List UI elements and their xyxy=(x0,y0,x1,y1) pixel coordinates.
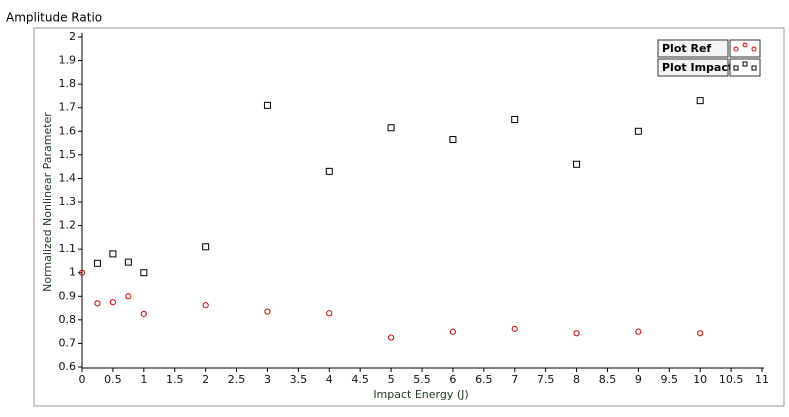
square-marker xyxy=(449,136,457,144)
square-marker xyxy=(325,167,333,175)
x-tick-label: 0 xyxy=(79,373,86,386)
y-tick-label: 0.7 xyxy=(59,336,77,349)
x-tick-label: 9.5 xyxy=(661,373,679,386)
circle-marker xyxy=(573,330,580,337)
x-tick-label: 3.5 xyxy=(290,373,308,386)
x-tick-label: 6.5 xyxy=(475,373,493,386)
legend-marker xyxy=(751,46,757,52)
circle-marker xyxy=(264,308,271,315)
legend-marker xyxy=(751,65,757,71)
circle-marker xyxy=(125,293,132,300)
square-marker xyxy=(140,269,148,277)
circle-marker xyxy=(94,300,101,307)
y-tick-label: 1.3 xyxy=(59,195,77,208)
x-tick-label: 10.5 xyxy=(719,373,744,386)
x-tick-label: 7 xyxy=(511,373,518,386)
square-marker xyxy=(696,97,704,105)
y-tick-label: 1.9 xyxy=(59,54,77,67)
square-marker xyxy=(263,101,271,109)
y-tick-label: 0.8 xyxy=(59,313,77,326)
square-marker xyxy=(93,259,101,267)
circle-marker xyxy=(697,330,704,337)
y-axis-label: Normalized Nonlinear Parameter xyxy=(41,112,54,292)
x-tick-label: 8 xyxy=(573,373,580,386)
y-tick-label: 1.5 xyxy=(59,148,77,161)
x-tick-label: 0.5 xyxy=(104,373,122,386)
x-tick-label: 1 xyxy=(140,373,147,386)
x-tick-label: 3 xyxy=(264,373,271,386)
legend-swatch-box xyxy=(729,58,761,77)
circle-marker xyxy=(635,328,642,335)
y-tick-label: 1.4 xyxy=(59,171,77,184)
x-tick-label: 9 xyxy=(635,373,642,386)
square-marker xyxy=(511,116,519,123)
square-marker xyxy=(573,160,581,168)
legend-marker xyxy=(733,46,739,52)
legend-marker xyxy=(733,65,739,71)
legend-marker xyxy=(742,42,748,48)
circle-marker xyxy=(326,310,333,317)
square-marker xyxy=(109,250,117,258)
circle-marker xyxy=(387,334,395,341)
chart-title: Amplitude Ratio xyxy=(6,11,102,25)
circle-marker xyxy=(78,269,86,276)
x-tick-label: 11 xyxy=(755,373,769,386)
y-tick-label: 1.8 xyxy=(59,77,77,90)
legend-marker xyxy=(742,61,748,67)
legend-label: Plot Ref xyxy=(662,42,711,55)
x-tick-label: 8.5 xyxy=(599,373,617,386)
x-tick-label: 5.5 xyxy=(413,373,431,386)
y-tick-label: 2 xyxy=(69,30,76,43)
y-tick-label: 0.9 xyxy=(59,289,77,302)
legend-swatch-box xyxy=(729,39,761,58)
x-tick-label: 4 xyxy=(326,373,333,386)
y-tick-label: 1.7 xyxy=(59,101,77,114)
x-tick-label: 6 xyxy=(449,373,456,386)
square-marker xyxy=(124,258,132,266)
y-tick-label: 0.6 xyxy=(59,360,77,373)
legend-box xyxy=(657,58,729,77)
circle-marker xyxy=(140,310,147,318)
circle-marker xyxy=(511,325,518,332)
x-tick-label: 4.5 xyxy=(351,373,369,386)
x-tick-label: 2 xyxy=(202,373,209,386)
circle-marker xyxy=(449,328,457,335)
x-tick-label: 7.5 xyxy=(537,373,555,386)
x-axis-label: Impact Energy (J) xyxy=(373,388,468,401)
x-tick-label: 10 xyxy=(693,373,707,386)
plot-area xyxy=(82,33,764,368)
y-tick-label: 1.6 xyxy=(59,124,77,137)
square-marker xyxy=(202,243,210,251)
y-tick-label: 1 xyxy=(69,266,76,279)
x-tick-label: 1.5 xyxy=(166,373,184,386)
x-tick-label: 5 xyxy=(388,373,395,386)
square-marker xyxy=(634,127,642,135)
circle-marker xyxy=(202,302,209,309)
y-tick-label: 1.2 xyxy=(59,219,77,232)
legend-label: Plot Impact xyxy=(662,61,733,74)
legend-box xyxy=(657,39,729,58)
y-tick-label: 1.1 xyxy=(59,242,77,255)
square-marker xyxy=(387,124,395,132)
x-tick-label: 2.5 xyxy=(228,373,246,386)
circle-marker xyxy=(109,299,117,306)
